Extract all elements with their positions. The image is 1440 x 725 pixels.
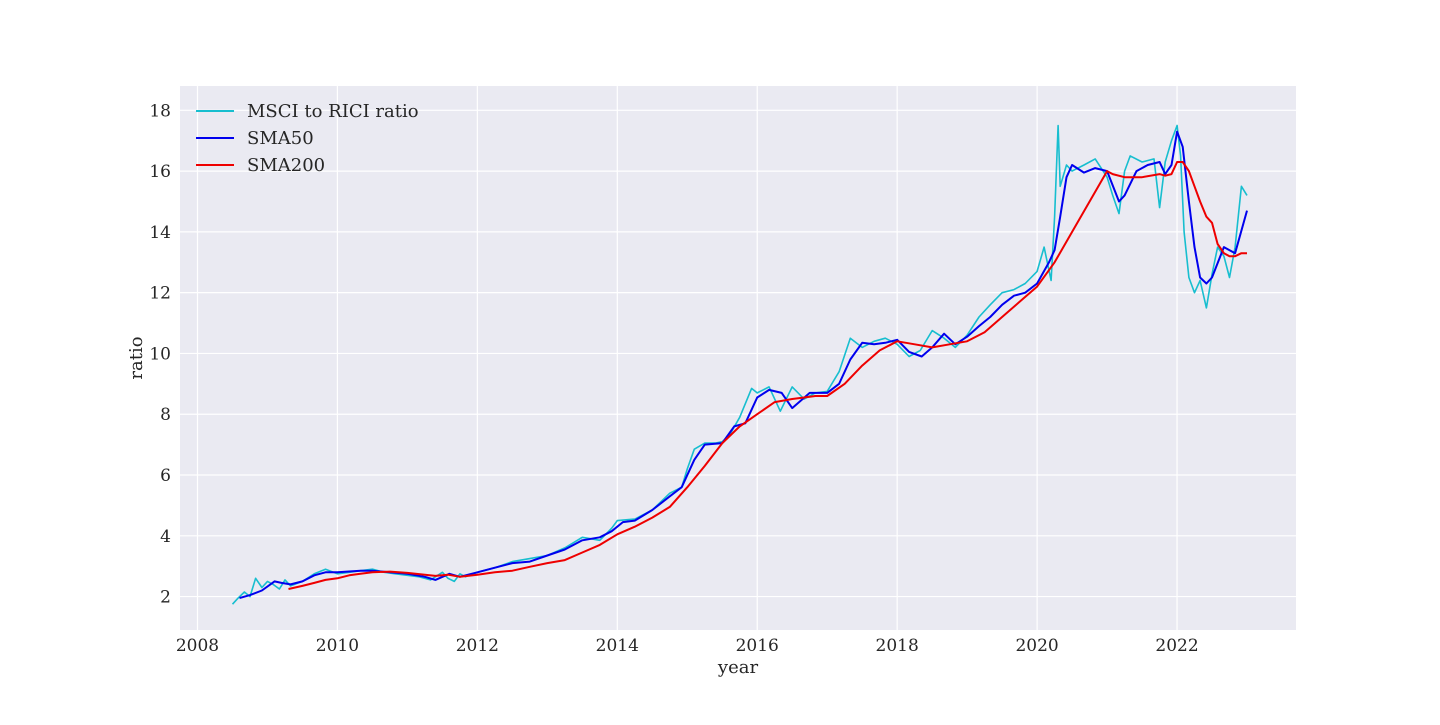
y-tick-label: 16 bbox=[149, 162, 171, 182]
legend-label: SMA200 bbox=[247, 155, 325, 176]
x-axis-label: year bbox=[717, 657, 759, 678]
y-axis-label: ratio bbox=[126, 336, 147, 379]
x-tick-label: 2018 bbox=[876, 636, 919, 656]
x-tick-label: 2010 bbox=[316, 636, 359, 656]
y-tick-label: 12 bbox=[149, 284, 171, 304]
x-tick-label: 2012 bbox=[456, 636, 499, 656]
legend-label: MSCI to RICI ratio bbox=[247, 101, 419, 122]
y-tick-label: 2 bbox=[160, 588, 171, 608]
x-tick-label: 2014 bbox=[596, 636, 639, 656]
y-tick-label: 6 bbox=[160, 466, 171, 486]
series-line-sma200 bbox=[288, 161, 1247, 590]
x-tick-label: 2008 bbox=[176, 636, 219, 656]
y-tick-label: 14 bbox=[149, 223, 171, 243]
y-tick-label: 10 bbox=[149, 344, 171, 364]
legend: MSCI to RICI ratio SMA50 SMA200 bbox=[196, 101, 419, 176]
tick-labels: 2008 2010 2012 2014 2016 2018 2020 2022 2 4 6 8 10 12… bbox=[149, 101, 1198, 656]
y-tick-label: 18 bbox=[149, 101, 171, 121]
x-tick-label: 2020 bbox=[1015, 636, 1058, 656]
series-line-sma50 bbox=[239, 130, 1248, 600]
x-tick-label: 2016 bbox=[736, 636, 779, 656]
y-tick-label: 4 bbox=[160, 527, 171, 547]
plot-background bbox=[180, 86, 1296, 630]
grid-lines bbox=[180, 86, 1296, 630]
y-tick-label: 8 bbox=[160, 405, 171, 425]
series-lines bbox=[231, 124, 1248, 605]
legend-label: SMA50 bbox=[247, 128, 314, 149]
x-tick-label: 2022 bbox=[1155, 636, 1198, 656]
